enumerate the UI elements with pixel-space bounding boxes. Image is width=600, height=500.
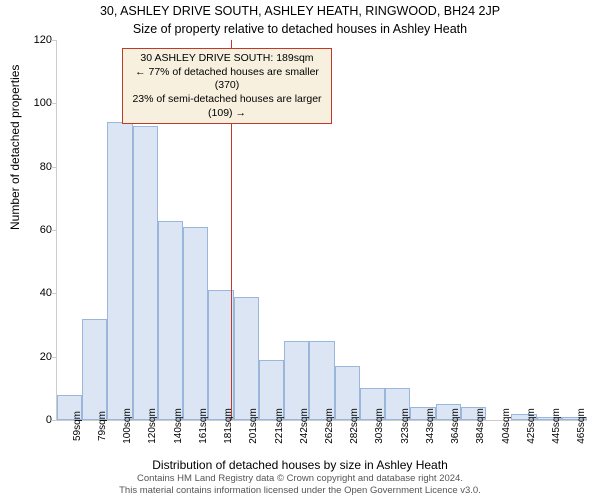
- x-tick-label: 425sqm: [526, 408, 537, 444]
- x-tick-label: 282sqm: [349, 408, 360, 444]
- histogram-bar: [133, 126, 158, 421]
- y-tick-label: 120: [34, 34, 52, 46]
- footer-line1: Contains HM Land Registry data © Crown c…: [0, 473, 600, 484]
- histogram-bar: [234, 297, 259, 421]
- x-tick-label: 221sqm: [274, 408, 285, 444]
- x-tick-label: 79sqm: [97, 411, 108, 441]
- histogram-bar: [183, 227, 208, 420]
- footer-line2: This material contains information licen…: [0, 485, 600, 496]
- chart-title-sub: Size of property relative to detached ho…: [0, 22, 600, 36]
- x-tick-label: 384sqm: [475, 408, 486, 444]
- annotation-line2: ← 77% of detached houses are smaller (37…: [129, 66, 325, 93]
- x-tick-label: 201sqm: [248, 408, 259, 444]
- y-tick-mark: [51, 167, 56, 168]
- y-tick-mark: [51, 420, 56, 421]
- annotation-box: 30 ASHLEY DRIVE SOUTH: 189sqm ← 77% of d…: [122, 48, 332, 124]
- chart-title-main: 30, ASHLEY DRIVE SOUTH, ASHLEY HEATH, RI…: [0, 4, 600, 18]
- x-tick-label: 303sqm: [374, 408, 385, 444]
- x-tick-label: 343sqm: [425, 408, 436, 444]
- x-tick-label: 140sqm: [173, 408, 184, 444]
- x-tick-label: 445sqm: [551, 408, 562, 444]
- y-axis-label: Number of detached properties: [8, 65, 22, 230]
- x-tick-label: 100sqm: [122, 408, 133, 444]
- x-tick-label: 404sqm: [501, 408, 512, 444]
- y-tick-mark: [51, 293, 56, 294]
- histogram-bar: [208, 290, 233, 420]
- x-tick-label: 161sqm: [198, 408, 209, 444]
- x-tick-label: 364sqm: [450, 408, 461, 444]
- histogram-bar: [82, 319, 107, 420]
- y-tick-mark: [51, 357, 56, 358]
- footer-attribution: Contains HM Land Registry data © Crown c…: [0, 473, 600, 496]
- x-tick-label: 262sqm: [324, 408, 335, 444]
- x-tick-label: 323sqm: [400, 408, 411, 444]
- x-tick-label: 120sqm: [147, 408, 158, 444]
- annotation-line1: 30 ASHLEY DRIVE SOUTH: 189sqm: [129, 52, 325, 66]
- y-tick-mark: [51, 40, 56, 41]
- y-tick-mark: [51, 230, 56, 231]
- x-axis-label: Distribution of detached houses by size …: [0, 458, 600, 472]
- x-tick-label: 181sqm: [223, 408, 234, 444]
- x-tick-label: 59sqm: [72, 411, 83, 441]
- y-tick-label: 100: [34, 97, 52, 109]
- annotation-line3: 23% of semi-detached houses are larger (…: [129, 93, 325, 120]
- x-tick-label: 465sqm: [576, 408, 587, 444]
- chart-container: 30, ASHLEY DRIVE SOUTH, ASHLEY HEATH, RI…: [0, 0, 600, 500]
- y-tick-mark: [51, 103, 56, 104]
- histogram-bar: [158, 221, 183, 421]
- histogram-bar: [107, 122, 132, 420]
- x-tick-label: 242sqm: [299, 408, 310, 444]
